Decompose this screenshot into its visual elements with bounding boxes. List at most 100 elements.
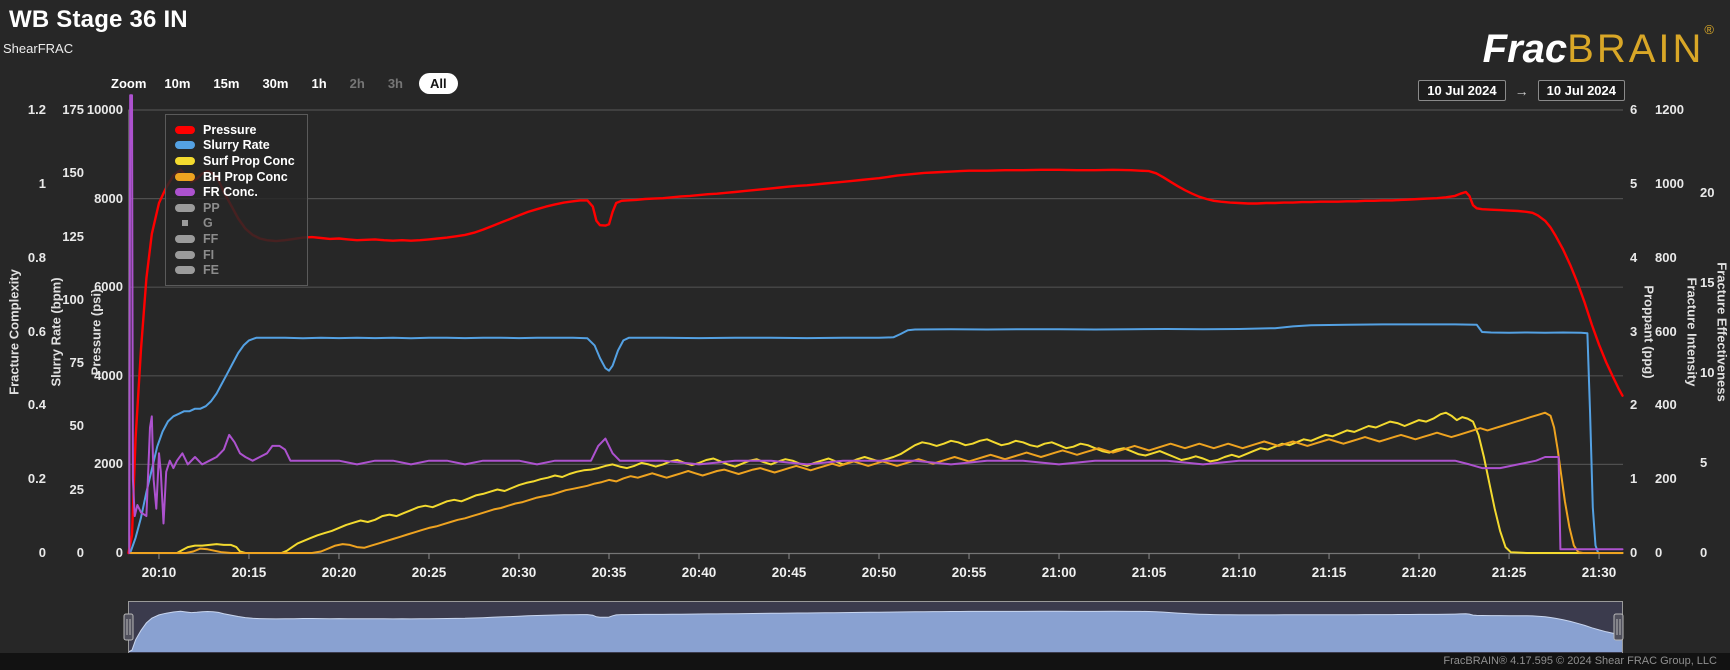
zoom-button-2h: 2h (349, 76, 365, 91)
axis-tick-label-pressure: 10000 (86, 102, 123, 117)
legend-label: Surf Prop Conc (203, 153, 295, 168)
legend-label: FR Conc. (203, 185, 258, 200)
legend-marker-fe (175, 266, 195, 275)
x-axis-label: 21:10 (1222, 565, 1257, 580)
zoom-button-3h: 3h (387, 76, 403, 91)
x-axis-label: 20:55 (952, 565, 987, 580)
navigator-outline (128, 610, 1623, 653)
date-range-arrow-icon: → (1514, 82, 1529, 99)
axis-tick-label-slurry: 175 (62, 102, 84, 117)
legend-item-fe[interactable]: FE (175, 262, 295, 278)
chart-legend: Pressure Slurry Rate Surf Prop Conc BH Prop… (165, 114, 308, 286)
x-axis-label: 20:40 (682, 565, 717, 580)
legend-label: BH Prop Conc (203, 169, 288, 184)
axis-title-slurry: Slurry Rate (bpm) (48, 276, 64, 387)
zoom-button-all[interactable]: All (419, 73, 458, 94)
axis-tick-label-proppant: 5 (1630, 175, 1638, 191)
navigator-area (128, 611, 1623, 652)
axis-tick-label-intensity: 0 (1655, 545, 1663, 560)
legend-marker-ff (175, 234, 195, 243)
plot-area: 20:10 20:15 20:20 20:25 20:30 20:35 20:40 20:45… (127, 94, 1624, 580)
zoom-button-30m[interactable]: 30m (262, 76, 289, 91)
axis-tick-label-slurry: 125 (62, 228, 84, 244)
legend-item-pp[interactable]: PP (175, 200, 295, 216)
footer-bar: FracBRAIN® 4.17.595 © 2024 Shear FRAC Gr… (0, 653, 1730, 670)
legend-item-bh-prop-conc[interactable]: BH Prop Conc (175, 169, 295, 185)
axis-tick-label-pressure: 8000 (94, 190, 123, 206)
x-axis-label: 21:15 (1312, 565, 1347, 580)
navigator-handle-left[interactable] (123, 613, 134, 641)
axis-tick-label-slurry: 75 (69, 355, 84, 371)
axis-title-complexity: Fracture Complexity (6, 268, 22, 395)
legend-item-surf-prop-conc[interactable]: Surf Prop Conc (175, 153, 295, 169)
axis-tick-label-effectiveness: 20 (1700, 184, 1715, 200)
legend-item-g[interactable]: G (175, 216, 295, 232)
range-selector: Zoom 10m 15m 30m 1h 2h 3h All (111, 73, 458, 94)
zoom-button-1h[interactable]: 1h (311, 76, 327, 91)
axis-tick-label-intensity: 200 (1655, 471, 1677, 487)
legend-label: PP (203, 200, 220, 215)
legend-marker-fr-conc (175, 188, 195, 197)
axis-tick-label-intensity: 800 (1655, 249, 1677, 265)
axis-tick-label-complexity: 1.2 (27, 102, 46, 117)
axis-tick-label-effectiveness: 0 (1700, 545, 1708, 560)
legend-item-slurry-rate[interactable]: Slurry Rate (175, 138, 295, 154)
axis-tick-label-pressure: 4000 (94, 367, 123, 383)
axis-title-intensity: Fracture Intensity (1684, 276, 1700, 387)
axis-tick-label-pressure: 2000 (94, 456, 123, 472)
date-from-input[interactable]: 10 Jul 2024 (1418, 80, 1506, 101)
legend-item-fr-conc[interactable]: FR Conc. (175, 184, 295, 200)
legend-marker-bh-prop-conc (175, 172, 195, 181)
axis-tick-label-effectiveness: 10 (1700, 364, 1715, 380)
x-axis-label: 20:50 (862, 565, 897, 580)
series-surf-prop-conc (129, 411, 1624, 554)
x-axis-label: 20:15 (232, 565, 267, 580)
axis-tick-label-intensity: 1200 (1655, 102, 1684, 117)
axis-tick-label-proppant: 4 (1630, 249, 1638, 265)
x-axis-label: 21:05 (1132, 565, 1167, 580)
axis-tick-label-intensity: 400 (1655, 397, 1677, 413)
axis-tick-label-effectiveness: 15 (1700, 274, 1715, 290)
axis-tick-label-intensity: 600 (1655, 323, 1677, 339)
date-range: 10 Jul 2024 → 10 Jul 2024 (1418, 80, 1625, 101)
legend-item-ff[interactable]: FF (175, 231, 295, 247)
registered-mark: ® (1704, 22, 1714, 37)
axis-tick-label-complexity: 0 (38, 545, 46, 560)
navigator[interactable] (123, 600, 1624, 656)
page-subtitle: ShearFRAC (3, 41, 74, 56)
logo-brain: BRAIN (1567, 27, 1705, 71)
x-axis-label: 20:10 (142, 565, 177, 580)
axis-title-effectiveness: Fracture Effectiveness (1714, 261, 1730, 402)
x-axis-label: 21:30 (1582, 565, 1617, 580)
axis-title-pressure: Pressure (psi) (88, 288, 104, 375)
x-axis-label: 20:20 (322, 565, 357, 580)
axis-tick-label-slurry: 0 (76, 545, 84, 560)
axis-tick-label-complexity: 0.8 (27, 249, 46, 265)
fracbrain-logo: FracBRAIN® (1483, 8, 1714, 71)
x-axis-label: 20:30 (502, 565, 537, 580)
axis-tick-label-slurry: 150 (62, 165, 84, 181)
footer-version-text: FracBRAIN® 4.17.595 © 2024 Shear FRAC Gr… (1443, 655, 1717, 667)
axis-tick-label-proppant: 0 (1630, 545, 1638, 560)
navigator-handle-right[interactable] (1613, 613, 1624, 641)
legend-marker-g (182, 220, 188, 227)
zoom-label: Zoom (111, 76, 147, 91)
legend-marker-surf-prop-conc (175, 156, 195, 165)
axis-tick-label-effectiveness: 5 (1700, 454, 1708, 470)
legend-item-fi[interactable]: FI (175, 247, 295, 263)
axis-tick-label-intensity: 1000 (1655, 175, 1684, 191)
date-to-input[interactable]: 10 Jul 2024 (1537, 80, 1625, 101)
axis-tick-label-proppant: 6 (1630, 102, 1638, 117)
zoom-button-10m[interactable]: 10m (164, 76, 191, 91)
legend-marker-pressure (175, 125, 195, 134)
axis-tick-label-pressure: 0 (115, 545, 123, 560)
logo-frac: Frac (1482, 27, 1568, 71)
legend-label: Pressure (203, 122, 257, 137)
axis-tick-label-proppant: 1 (1630, 471, 1638, 487)
legend-label: G (203, 216, 213, 231)
zoom-button-15m[interactable]: 15m (213, 76, 240, 91)
legend-item-pressure[interactable]: Pressure (175, 122, 295, 138)
axis-tick-label-slurry: 100 (62, 291, 84, 307)
